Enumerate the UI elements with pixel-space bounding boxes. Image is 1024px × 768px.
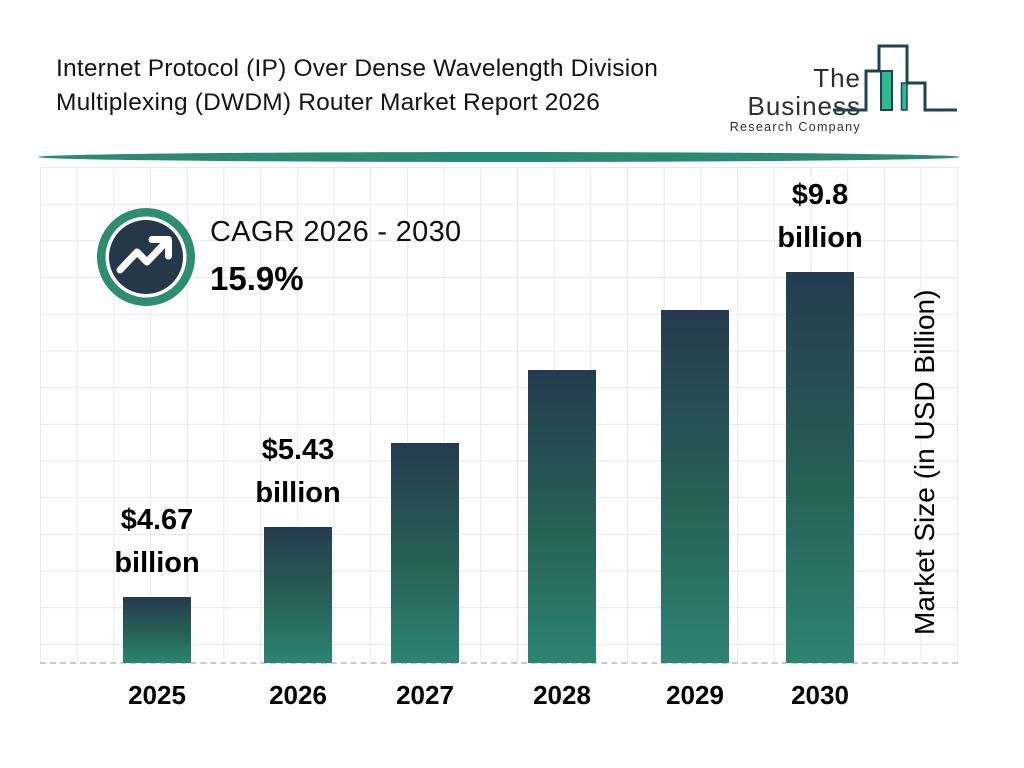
x-axis-label-2030: 2030 xyxy=(791,680,849,710)
bar-2026 xyxy=(264,527,332,663)
x-axis-line xyxy=(40,662,958,664)
x-axis-label-2026: 2026 xyxy=(269,680,327,710)
bar-2027 xyxy=(391,443,459,663)
x-axis-label-2027: 2027 xyxy=(396,680,454,710)
bar-value-unit: billion xyxy=(255,477,341,509)
bar-value-unit: billion xyxy=(777,222,863,254)
logo-text: The Business Research Company xyxy=(712,64,861,135)
company-logo: The Business Research Company xyxy=(712,38,972,134)
bar-2030 xyxy=(786,272,854,663)
bar-value-label-2030: $9.8 billion xyxy=(777,174,862,260)
bar-2029 xyxy=(661,310,729,663)
bar-value-amount: $4.67 xyxy=(120,504,194,536)
bar-value-label-2026: $5.43 billion xyxy=(255,429,340,515)
x-axis-label-2028: 2028 xyxy=(533,680,591,710)
trending-up-icon xyxy=(97,208,195,306)
bar-value-amount: $9.8 xyxy=(791,179,849,211)
cagr-period-label: CAGR 2026 - 2030 xyxy=(210,216,462,248)
page-title: Internet Protocol (IP) Over Dense Wavele… xyxy=(56,52,756,120)
page-title-line-2: Multiplexing (DWDM) Router Market Report… xyxy=(56,89,601,116)
bar-value-amount: $5.43 xyxy=(261,434,335,466)
cagr-value: 15.9% xyxy=(210,260,304,297)
logo-bar-chart-icon xyxy=(833,44,957,112)
cagr-badge xyxy=(95,206,197,308)
bar-2025 xyxy=(123,597,191,663)
y-axis-label: Market Size (in USD Billion) xyxy=(909,289,940,635)
x-axis-label-2029: 2029 xyxy=(666,680,724,710)
page-title-line-1: Internet Protocol (IP) Over Dense Wavele… xyxy=(56,55,659,82)
bar-2028 xyxy=(528,370,596,663)
bar-value-label-2025: $4.67 billion xyxy=(114,499,199,585)
logo-company-name: The Business xyxy=(747,63,861,121)
bar-value-unit: billion xyxy=(114,547,200,579)
header-divider xyxy=(38,152,960,162)
x-axis-label-2025: 2025 xyxy=(128,680,186,710)
plot-area: $4.67 billion 2025 $5.43 billion 2026 2027 2028… xyxy=(40,170,958,710)
logo-company-subname: Research Company xyxy=(729,120,861,134)
